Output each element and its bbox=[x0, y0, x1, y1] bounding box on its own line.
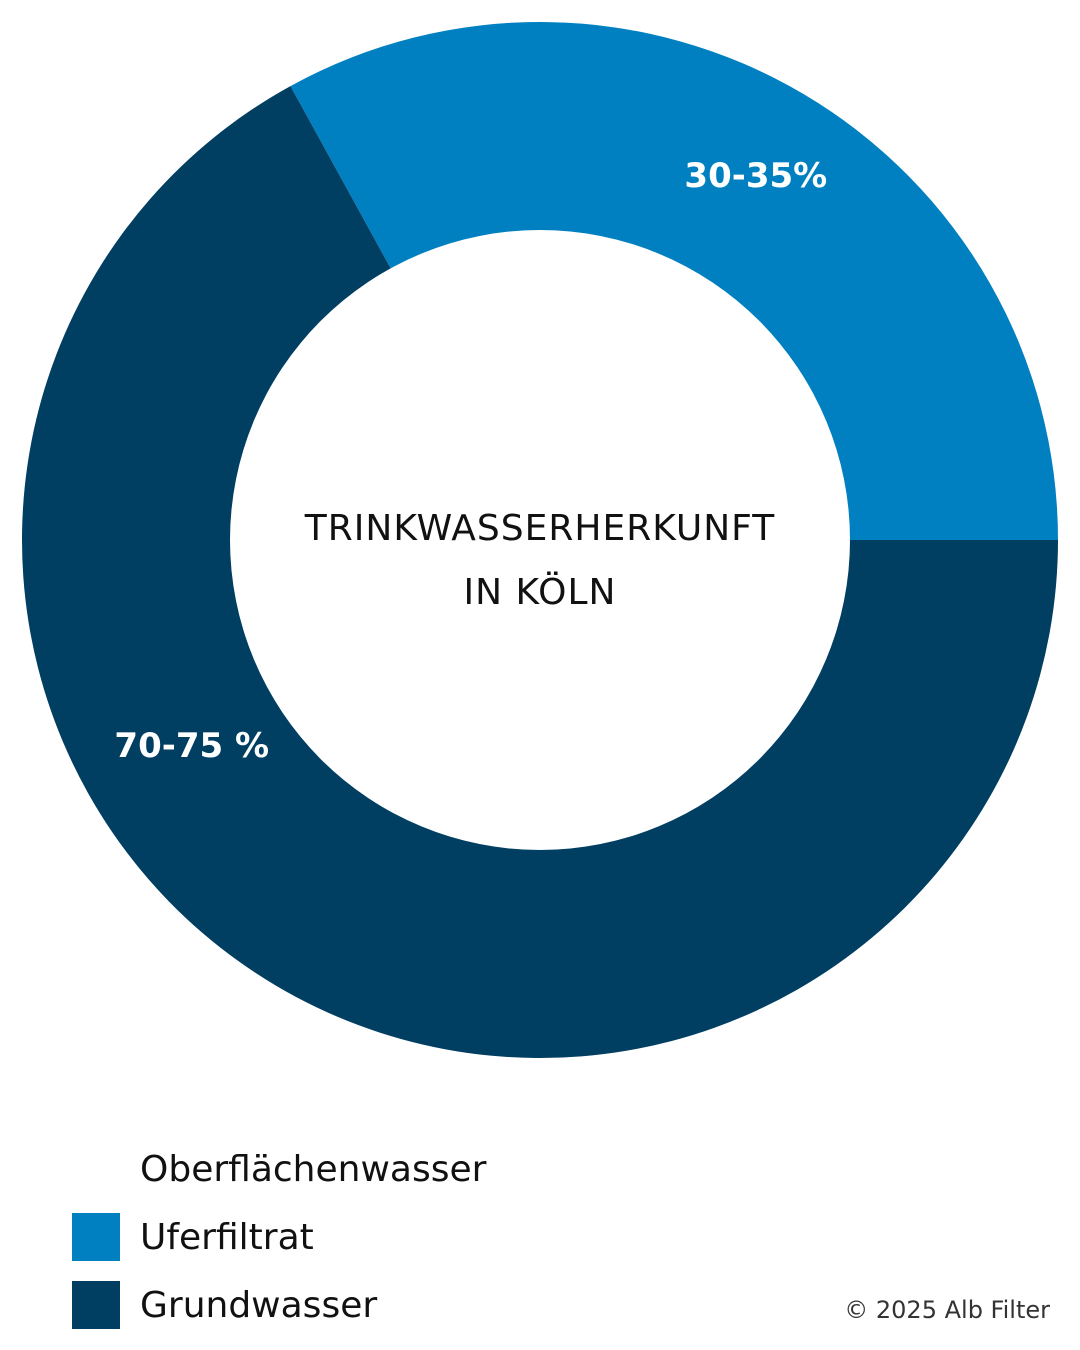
donut-hole bbox=[230, 230, 850, 850]
legend-label-grundwasser: Grundwasser bbox=[140, 1284, 378, 1326]
copyright-text: © 2025 Alb Filter bbox=[844, 1296, 1050, 1324]
legend-label-oberflaechenwasser: Oberflächenwasser bbox=[140, 1148, 487, 1190]
legend: Oberflächenwasser Uferfiltrat Grundwasse… bbox=[72, 1135, 486, 1339]
legend-swatch-oberflaechenwasser bbox=[72, 1145, 120, 1193]
legend-swatch-grundwasser bbox=[72, 1281, 120, 1329]
slice-labels: 30-35% 70-75 % bbox=[114, 156, 827, 766]
legend-swatch-uferfiltrat bbox=[72, 1213, 120, 1261]
legend-item-oberflaechenwasser: Oberflächenwasser bbox=[72, 1135, 486, 1203]
slice-label-grundwasser: 70-75 % bbox=[114, 726, 269, 766]
donut-chart: TRINKWASSERHERKUNFT IN KÖLN 30-35% 70-75 … bbox=[21, 22, 1058, 1059]
chart-title-line-2: IN KÖLN bbox=[464, 571, 617, 613]
legend-item-uferfiltrat: Uferfiltrat bbox=[72, 1203, 486, 1271]
legend-label-uferfiltrat: Uferfiltrat bbox=[140, 1216, 314, 1258]
slice-label-uferfiltrat: 30-35% bbox=[684, 156, 827, 196]
legend-item-grundwasser: Grundwasser bbox=[72, 1271, 486, 1339]
chart-title-line-1: TRINKWASSERHERKUNFT bbox=[304, 508, 775, 549]
